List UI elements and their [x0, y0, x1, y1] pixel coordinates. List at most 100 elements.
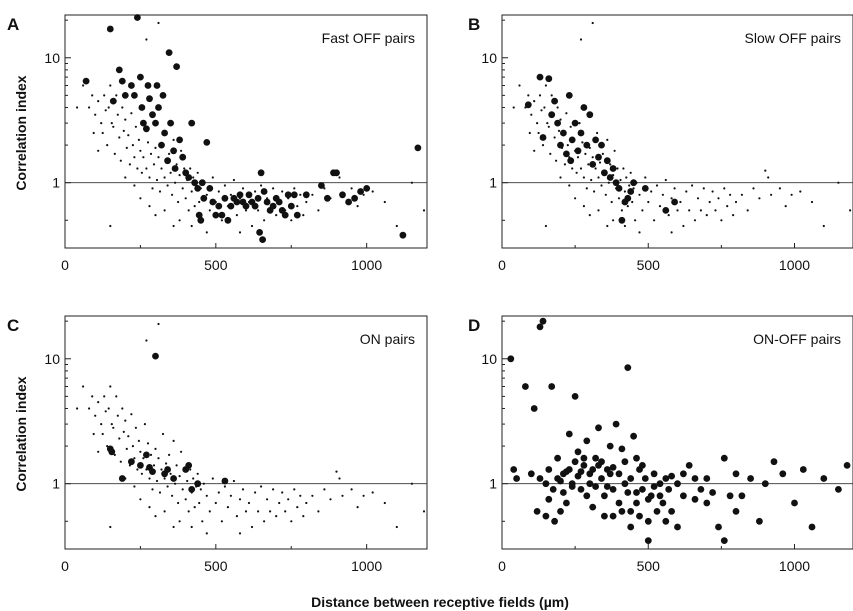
data-point-small — [189, 167, 192, 170]
data-point-large — [592, 454, 599, 462]
data-point-small — [799, 190, 802, 193]
data-point-large — [188, 119, 196, 127]
data-point-small — [157, 21, 160, 25]
data-point-large — [709, 489, 716, 496]
data-point-large — [188, 486, 196, 493]
x-tick-label: 0 — [498, 558, 506, 574]
data-point-small — [190, 525, 193, 529]
data-point-small — [109, 525, 112, 529]
data-point-small — [711, 190, 714, 193]
data-point-small — [293, 488, 296, 491]
data-point-small — [623, 224, 627, 228]
data-point-small — [410, 181, 413, 184]
data-point-small — [163, 209, 166, 212]
data-point-small — [175, 464, 178, 467]
data-point-small — [112, 426, 115, 429]
data-point-small — [362, 494, 365, 497]
data-point-large — [644, 537, 652, 544]
data-point-small — [530, 113, 533, 116]
data-point-small — [528, 131, 531, 135]
data-point-small — [192, 477, 195, 480]
data-point-small — [613, 149, 616, 152]
data-point-large — [659, 499, 667, 507]
data-point-large — [209, 198, 217, 206]
data-point-small — [180, 149, 183, 152]
data-point-large — [118, 77, 126, 85]
data-point-small — [130, 112, 133, 115]
data-point-small — [131, 144, 134, 147]
data-point-small — [556, 106, 559, 109]
data-point-small — [679, 200, 682, 204]
data-point-large — [549, 486, 557, 493]
data-point-small — [92, 131, 95, 135]
data-point-small — [576, 156, 580, 159]
data-point-small — [94, 414, 97, 417]
data-point-small — [729, 193, 732, 196]
data-point-small — [574, 197, 577, 200]
data-point-small — [107, 106, 110, 109]
data-point-large — [233, 198, 241, 206]
data-point-large — [612, 179, 620, 187]
data-point-small — [229, 494, 232, 497]
data-point-large — [563, 468, 570, 475]
data-point-small — [290, 520, 293, 523]
data-point-small — [582, 176, 586, 179]
data-point-small — [241, 488, 245, 491]
panel-letter: D — [468, 316, 480, 335]
data-point-small — [260, 184, 263, 187]
data-point-small — [196, 171, 199, 174]
data-point-large — [510, 466, 518, 473]
data-point-large — [680, 470, 687, 478]
y-tick-label: 1 — [52, 175, 60, 191]
data-point-large — [685, 462, 693, 469]
data-point-large — [583, 437, 591, 445]
panel-letter: B — [468, 15, 480, 34]
data-point-small — [172, 138, 175, 141]
x-tick-label: 0 — [61, 257, 69, 273]
data-point-small — [606, 138, 609, 141]
data-point-small — [616, 167, 619, 170]
data-point-small — [196, 472, 199, 475]
data-point-small — [296, 506, 299, 509]
data-point-large — [260, 188, 268, 195]
data-point-large — [533, 508, 541, 515]
data-point-small — [278, 501, 281, 505]
data-point-small — [139, 149, 142, 152]
data-point-large — [194, 480, 202, 488]
data-point-small — [323, 488, 326, 491]
data-point-small — [767, 176, 770, 179]
data-point-small — [148, 176, 151, 179]
data-point-small — [109, 385, 112, 388]
data-point-small — [146, 442, 150, 445]
data-point-large — [530, 405, 538, 412]
data-point-small — [205, 231, 208, 234]
data-point-large — [627, 508, 635, 515]
data-point-small — [140, 171, 143, 174]
data-point-small — [593, 190, 596, 193]
data-point-small — [281, 491, 284, 494]
data-point-small — [168, 453, 171, 456]
data-point-small — [676, 209, 679, 212]
data-point-large — [152, 352, 159, 360]
data-point-small — [211, 176, 214, 179]
data-point-small — [263, 520, 266, 523]
data-point-small — [76, 407, 79, 410]
data-point-small — [155, 178, 159, 182]
data-point-large — [224, 216, 232, 224]
data-point-large — [571, 119, 579, 127]
data-point-small — [566, 144, 569, 147]
data-point-small — [100, 423, 103, 426]
data-point-large — [137, 462, 144, 469]
data-point-large — [615, 499, 623, 507]
data-point-large — [522, 383, 529, 390]
data-point-small — [338, 176, 341, 179]
data-point-large — [592, 136, 599, 144]
y-tick-label: 10 — [44, 50, 60, 66]
data-point-large — [563, 150, 570, 158]
data-point-small — [395, 525, 398, 529]
data-point-large — [627, 188, 635, 195]
data-point-large — [618, 216, 626, 224]
data-point-small — [822, 224, 825, 228]
data-point-small — [238, 231, 242, 234]
